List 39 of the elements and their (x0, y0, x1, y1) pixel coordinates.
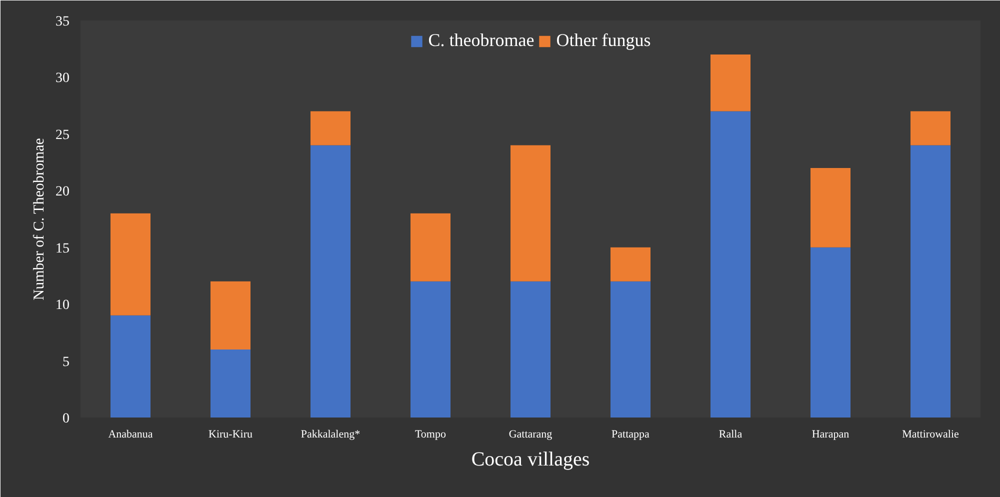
bar (710, 54, 750, 112)
bar (110, 315, 150, 418)
bar (810, 168, 850, 248)
x-tick-label: Gattarang (508, 428, 553, 440)
y-tick-label: 10 (56, 298, 70, 314)
legend-label: Other fungus (556, 30, 651, 51)
bar (510, 281, 550, 418)
y-tick-label: 25 (56, 128, 70, 143)
y-tick-label: 5 (62, 354, 70, 370)
x-tick-label: Pakkalaleng* (300, 428, 360, 440)
bar (310, 145, 350, 418)
bar (610, 281, 650, 418)
y-tick-label: 35 (56, 14, 70, 30)
y-tick-label: 15 (56, 241, 70, 256)
bar (210, 349, 250, 418)
y-tick-label: 20 (56, 184, 70, 200)
x-tick-label: Pattappa (612, 428, 650, 440)
bar (510, 145, 550, 282)
y-tick-label: 0 (62, 412, 70, 426)
bar (110, 213, 150, 316)
y-axis-title: Number of C. Theobromae (32, 138, 48, 300)
bar (310, 111, 350, 146)
x-tick-label: Kiru-Kiru (208, 428, 253, 440)
bar (610, 247, 650, 282)
x-tick-label: Tompo (414, 428, 447, 440)
bar (410, 213, 450, 282)
x-tick-label: Harapan (812, 428, 850, 440)
bar (710, 111, 750, 418)
x-tick-label: Anabanua (108, 428, 153, 440)
y-tick-label: 30 (56, 71, 70, 86)
bar (810, 247, 850, 418)
x-tick-label: Ralla (718, 428, 742, 440)
bar (210, 281, 250, 350)
legend-label: C. theobromae (428, 30, 534, 51)
x-tick-label: Mattirowalie (902, 428, 960, 440)
bar (910, 111, 950, 146)
x-axis-title: Cocoa villages (471, 448, 590, 470)
bar (410, 281, 450, 418)
bar (910, 145, 950, 418)
